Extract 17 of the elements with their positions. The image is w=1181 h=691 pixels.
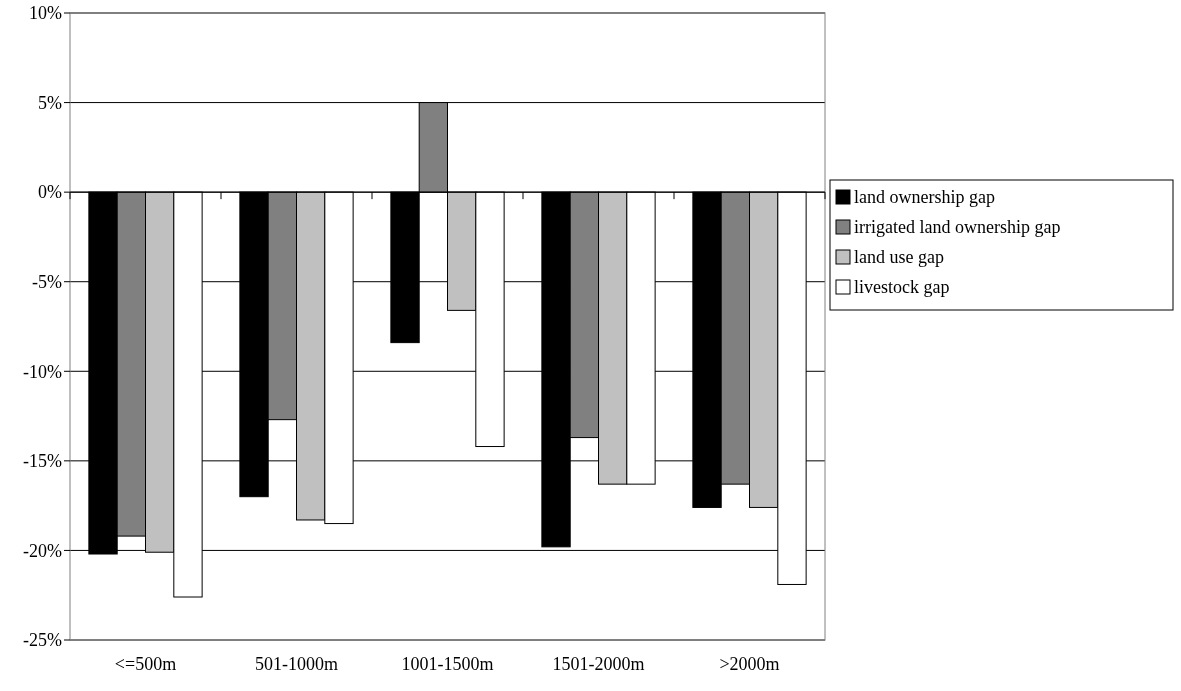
legend-label: land use gap	[854, 247, 944, 268]
x-tick-label: 501-1000m	[255, 654, 338, 674]
legend-label: irrigated land ownership gap	[854, 217, 1061, 238]
y-tick-label: -20%	[23, 540, 62, 561]
y-tick-label: 10%	[29, 3, 62, 24]
y-tick-label: 5%	[38, 92, 62, 113]
x-tick-label: 1501-2000m	[552, 654, 645, 674]
x-tick-label: >2000m	[719, 654, 780, 674]
legend-label: land ownership gap	[854, 187, 995, 208]
y-tick-label: -10%	[23, 361, 62, 382]
y-tick-label: 0%	[38, 182, 62, 203]
y-tick-label: -5%	[32, 272, 62, 293]
x-tick-label: 1001-1500m	[401, 654, 494, 674]
legend-label: livestock gap	[854, 277, 950, 298]
x-tick-label: <=500m	[114, 654, 177, 674]
y-tick-label: -25%	[23, 630, 62, 651]
y-tick-label: -15%	[23, 451, 62, 472]
